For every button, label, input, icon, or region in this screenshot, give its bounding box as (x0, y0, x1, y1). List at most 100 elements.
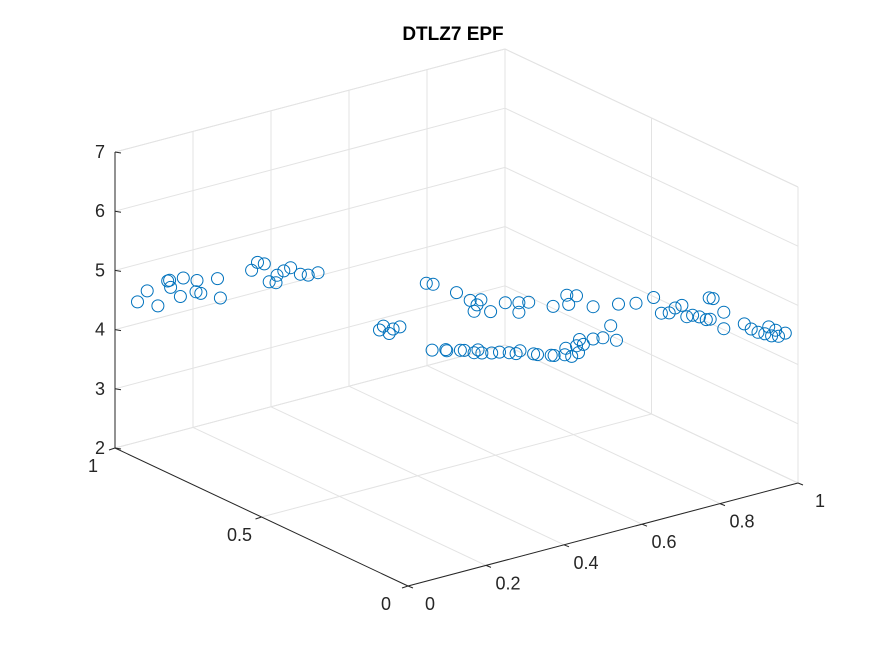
data-point (211, 272, 224, 286)
data-point (311, 266, 325, 280)
data-point (474, 293, 488, 307)
data-point (475, 346, 489, 360)
data-point (559, 341, 573, 355)
data-point (457, 343, 471, 357)
data-point (450, 286, 463, 300)
data-point (522, 295, 536, 309)
data-point (173, 290, 187, 303)
data-point (189, 285, 203, 299)
data-point (596, 331, 610, 345)
data-point (751, 325, 765, 339)
data-point (612, 297, 625, 311)
data-point (257, 257, 271, 271)
data-point (262, 275, 276, 289)
data-point (744, 322, 758, 336)
data-point (439, 343, 453, 357)
x-tick-label: 0.4 (573, 553, 598, 573)
floor-grid-line-y (261, 413, 652, 518)
x-tick-label: 1 (815, 491, 825, 511)
data-point (493, 345, 506, 359)
data-point (544, 348, 558, 362)
z-tick-mark (114, 447, 122, 450)
data-point (502, 346, 516, 360)
data-point (426, 277, 440, 291)
data-point (531, 348, 544, 362)
data-point (576, 337, 590, 351)
data-point (393, 320, 407, 334)
data-points (131, 255, 792, 363)
x-tick-mark (641, 523, 648, 527)
data-point (692, 310, 706, 324)
data-point (467, 346, 481, 360)
data-point (269, 276, 283, 290)
box-edge (114, 48, 506, 153)
data-point (560, 288, 574, 302)
data-point (570, 339, 583, 353)
data-point (647, 291, 661, 304)
data-point (769, 323, 783, 337)
data-point (382, 327, 396, 340)
data-point (570, 289, 583, 303)
z-tick-mark (114, 210, 122, 213)
data-point (610, 333, 623, 347)
data-point (717, 305, 731, 319)
data-point (245, 263, 259, 277)
x-tick-mark (563, 544, 570, 548)
data-point (176, 271, 190, 285)
data-point (703, 312, 717, 326)
data-point (706, 292, 720, 306)
x-tick-label: 0 (425, 594, 435, 614)
data-point (558, 348, 572, 362)
data-point (284, 261, 298, 275)
data-point (293, 267, 307, 281)
side-wall-grid-line-z (504, 285, 799, 425)
data-point (190, 274, 204, 287)
back-wall-grid-line-z (114, 226, 506, 331)
data-point (213, 291, 227, 305)
data-point (604, 319, 618, 333)
data-point (163, 273, 177, 287)
z-tick-label: 4 (95, 320, 105, 340)
y-tick-label: 1 (88, 456, 98, 476)
x-tick-label: 0.8 (729, 512, 754, 532)
z-tick-label: 2 (95, 438, 105, 458)
z-tick-label: 7 (95, 142, 105, 162)
data-point (301, 268, 315, 282)
box-edge (504, 48, 799, 188)
z-tick-mark (114, 269, 122, 272)
y-tick-label: 0.5 (227, 525, 252, 545)
data-point (194, 286, 208, 300)
axis-layer (108, 151, 804, 589)
x-tick-mark (407, 585, 414, 589)
data-point (277, 264, 291, 278)
data-point (419, 276, 433, 290)
data-point (758, 327, 772, 341)
z-tick-mark (114, 151, 122, 154)
data-point (512, 296, 526, 310)
data-point (386, 322, 400, 336)
side-wall-grid-line-z (504, 107, 799, 247)
side-wall-grid-line-z (504, 344, 799, 484)
data-point (737, 317, 751, 331)
back-wall-grid-line-z (114, 344, 506, 449)
data-point (586, 300, 600, 314)
data-point (164, 280, 178, 294)
side-wall-grid-line-z (504, 166, 799, 306)
data-point (762, 320, 776, 334)
data-point (485, 346, 499, 360)
grid-layer (114, 48, 799, 587)
z-tick-mark (114, 388, 122, 391)
y-tick-mark (108, 447, 116, 451)
z-tick-mark (114, 329, 122, 332)
x-tick-label: 0.2 (495, 573, 520, 593)
data-point (151, 299, 165, 313)
y-tick-mark (401, 585, 409, 589)
z-tick-label: 5 (95, 260, 105, 280)
data-point (527, 347, 541, 361)
data-point (547, 349, 561, 362)
side-wall-grid-line-z (504, 226, 799, 366)
back-wall-grid-line-z (114, 166, 506, 271)
data-point (513, 344, 527, 358)
